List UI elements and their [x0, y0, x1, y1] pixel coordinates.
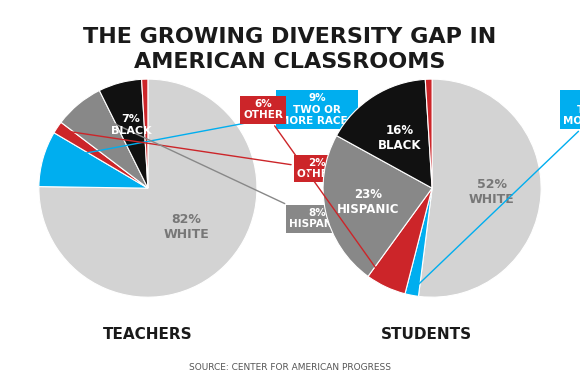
Text: TEACHERS: TEACHERS	[103, 326, 193, 342]
Wedge shape	[61, 91, 148, 188]
Text: 82%
WHITE: 82% WHITE	[164, 213, 209, 241]
Text: 8%
HISPANIC: 8% HISPANIC	[84, 109, 345, 230]
Wedge shape	[323, 136, 432, 276]
Text: 2%
OTHER: 2% OTHER	[64, 131, 337, 179]
Wedge shape	[368, 188, 432, 294]
Wedge shape	[39, 79, 257, 297]
Text: 7%
BLACK: 7% BLACK	[111, 114, 151, 136]
Text: 23%
HISPANIC: 23% HISPANIC	[337, 189, 400, 217]
Text: STUDENTS: STUDENTS	[380, 326, 472, 342]
Wedge shape	[99, 79, 148, 188]
Text: 16%
BLACK: 16% BLACK	[378, 124, 422, 152]
Text: 2%
TWO OR
MORE RACES: 2% TWO OR MORE RACES	[415, 93, 580, 288]
Text: THE GROWING DIVERSITY GAP IN
AMERICAN CLASSROOMS: THE GROWING DIVERSITY GAP IN AMERICAN CL…	[84, 27, 496, 72]
Text: SOURCE: CENTER FOR AMERICAN PROGRESS: SOURCE: CENTER FOR AMERICAN PROGRESS	[189, 364, 391, 372]
Wedge shape	[142, 79, 148, 188]
Wedge shape	[54, 122, 148, 188]
Text: 9%
TWO OR
MORE RACES: 9% TWO OR MORE RACES	[51, 93, 355, 160]
Wedge shape	[336, 79, 432, 188]
Wedge shape	[405, 188, 432, 296]
Wedge shape	[39, 133, 148, 188]
Text: 6%
OTHER: 6% OTHER	[243, 99, 386, 281]
Wedge shape	[418, 79, 541, 297]
Text: 52%
WHITE: 52% WHITE	[469, 178, 515, 206]
Wedge shape	[425, 79, 432, 188]
